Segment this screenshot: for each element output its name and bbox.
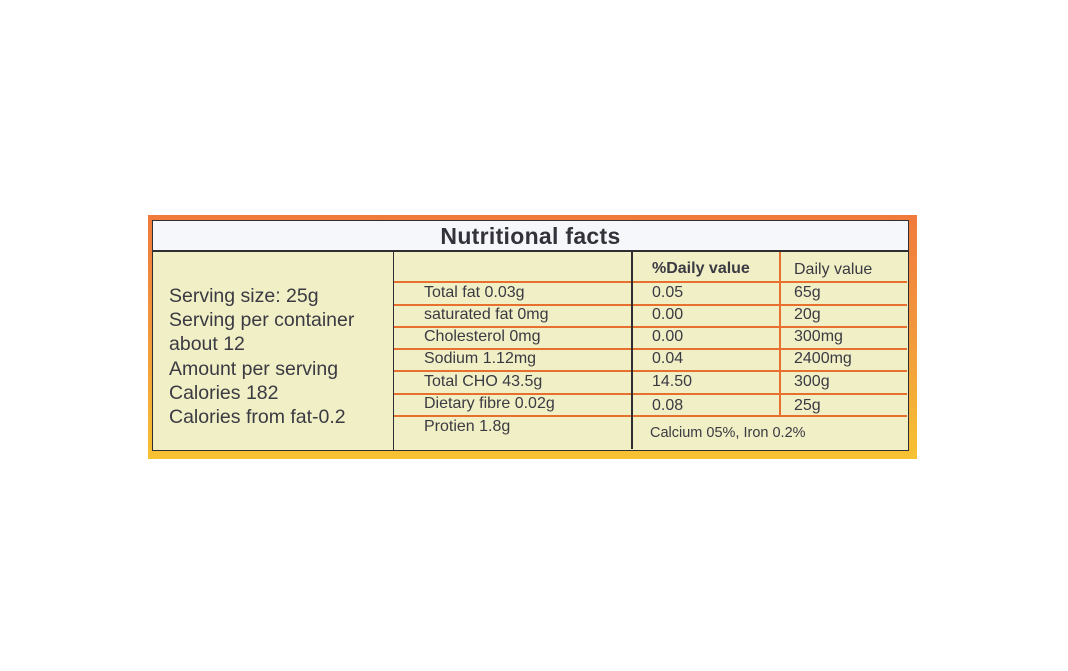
percent-cell: 0.05 <box>652 284 684 301</box>
nutrient-cell: Total fat 0.03g <box>424 284 525 301</box>
daily-value-header: Daily value <box>794 261 873 278</box>
servings-per-container: Serving per container <box>169 309 355 331</box>
daily-cell: 300mg <box>794 328 843 345</box>
daily-cell: 20g <box>794 306 821 323</box>
title-bar: Nutritional facts <box>152 220 909 251</box>
servings-per-container-count: about 12 <box>169 333 245 355</box>
nutrient-cell: saturated fat 0mg <box>424 306 549 323</box>
calories: Calories 182 <box>169 382 279 404</box>
calories-from-fat: Calories from fat-0.2 <box>169 406 346 428</box>
nutrient-cell: Sodium 1.12mg <box>424 350 537 367</box>
nutrient-cell: Cholesterol 0mg <box>424 328 541 345</box>
minerals-footnote: Calcium 05%, Iron 0.2% <box>650 425 806 441</box>
row-divider <box>394 393 907 395</box>
row-divider <box>394 326 907 328</box>
label-content: Serving size: 25g Serving per container … <box>152 251 909 451</box>
serving-info-panel: Serving size: 25g Serving per container … <box>153 252 394 450</box>
row-divider <box>394 304 907 306</box>
daily-cell: 25g <box>794 397 821 414</box>
column-divider <box>779 252 781 415</box>
percent-cell: 0.00 <box>652 328 684 345</box>
nutrient-cell: Dietary fibre 0.02g <box>424 395 555 412</box>
nutrition-label: Nutritional facts Serving size: 25g Serv… <box>148 215 917 459</box>
percent-cell: 0.08 <box>652 397 684 414</box>
row-divider <box>394 348 907 350</box>
serving-size: Serving size: 25g <box>169 285 319 307</box>
row-divider <box>394 370 907 372</box>
nutrient-table: %Daily value Daily value Total fat 0.03g… <box>394 252 907 450</box>
percent-cell: 14.50 <box>652 373 693 390</box>
nutrient-cell: Total CHO 43.5g <box>424 373 543 390</box>
row-divider <box>394 281 907 283</box>
daily-cell: 2400mg <box>794 350 852 367</box>
percent-cell: 0.04 <box>652 350 684 367</box>
daily-cell: 300g <box>794 373 830 390</box>
label-title: Nutritional facts <box>440 223 621 249</box>
column-divider <box>631 252 633 449</box>
percent-cell: 0.00 <box>652 306 684 323</box>
daily-cell: 65g <box>794 284 821 301</box>
percent-daily-header: %Daily value <box>652 260 750 277</box>
amount-per-serving: Amount per serving <box>169 358 339 380</box>
nutrient-cell: Protien 1.8g <box>424 418 511 435</box>
row-divider <box>394 415 907 417</box>
